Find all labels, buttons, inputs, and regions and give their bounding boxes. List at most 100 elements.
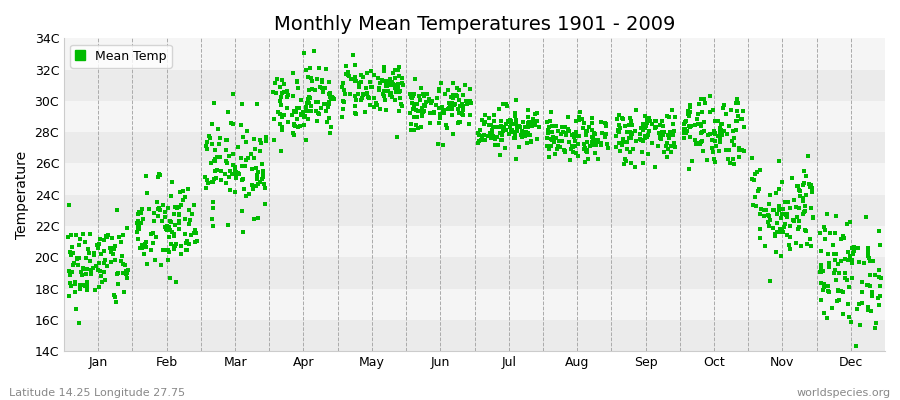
Point	[279, 88, 293, 94]
Point	[589, 139, 603, 146]
Point	[499, 121, 513, 128]
Point	[620, 146, 634, 152]
Point	[477, 119, 491, 126]
Point	[624, 135, 638, 141]
Point	[569, 150, 583, 156]
Point	[403, 91, 418, 98]
Point	[827, 250, 842, 257]
Point	[776, 229, 790, 235]
Point	[679, 130, 693, 136]
Point	[771, 185, 786, 192]
Point	[625, 130, 639, 136]
Point	[648, 124, 662, 130]
Point	[158, 214, 172, 220]
Point	[163, 218, 177, 224]
Point	[163, 275, 177, 281]
Point	[796, 182, 810, 188]
Point	[273, 84, 287, 90]
Point	[791, 183, 806, 190]
Point	[612, 127, 626, 133]
Point	[293, 123, 308, 129]
Point	[443, 100, 457, 106]
Point	[698, 100, 713, 106]
Point	[540, 126, 554, 133]
Point	[392, 64, 406, 70]
Point	[864, 308, 878, 314]
Point	[713, 134, 727, 140]
Point	[360, 90, 374, 97]
Point	[67, 260, 81, 266]
Point	[231, 144, 246, 150]
Point	[210, 167, 224, 174]
Point	[298, 137, 312, 143]
Point	[339, 70, 354, 77]
Point	[524, 138, 538, 144]
Point	[66, 250, 80, 256]
Point	[798, 202, 813, 209]
Point	[629, 138, 643, 144]
Point	[219, 158, 233, 164]
Point	[436, 142, 450, 148]
Point	[662, 145, 676, 152]
Point	[409, 106, 423, 113]
Point	[199, 143, 213, 150]
Point	[299, 108, 313, 114]
Point	[258, 184, 273, 191]
Point	[342, 90, 356, 97]
Point	[482, 115, 496, 122]
Text: Latitude 14.25 Longitude 27.75: Latitude 14.25 Longitude 27.75	[9, 388, 185, 398]
Point	[79, 278, 94, 285]
Point	[860, 253, 875, 259]
Point	[116, 232, 130, 238]
Point	[626, 146, 641, 152]
Point	[693, 120, 707, 127]
Point	[771, 158, 786, 164]
Point	[352, 83, 366, 90]
Point	[510, 125, 525, 131]
Point	[274, 89, 289, 96]
Point	[273, 111, 287, 118]
Point	[97, 248, 112, 254]
Point	[616, 136, 631, 142]
Point	[290, 78, 304, 84]
Point	[731, 100, 745, 106]
Point	[407, 91, 421, 97]
Point	[745, 202, 760, 208]
Point	[299, 104, 313, 110]
Point	[749, 202, 763, 209]
Point	[417, 108, 431, 114]
Point	[471, 130, 485, 136]
Point	[440, 125, 454, 132]
Point	[442, 99, 456, 106]
Point	[563, 146, 578, 152]
Point	[850, 306, 864, 312]
Point	[767, 207, 781, 213]
Point	[722, 146, 736, 153]
Point	[161, 248, 176, 255]
Point	[588, 150, 602, 156]
Point	[561, 114, 575, 121]
Point	[432, 120, 446, 126]
Point	[184, 211, 199, 217]
Point	[233, 155, 248, 162]
Point	[843, 318, 858, 325]
Point	[120, 274, 134, 281]
Point	[861, 304, 876, 310]
Point	[65, 269, 79, 276]
Point	[443, 100, 457, 107]
Point	[463, 98, 477, 104]
Point	[450, 106, 464, 112]
Point	[172, 226, 186, 232]
Point	[80, 266, 94, 272]
Point	[532, 124, 546, 130]
Point	[409, 122, 423, 128]
Point	[845, 260, 859, 266]
Point	[442, 104, 456, 111]
Point	[508, 97, 523, 104]
Point	[707, 131, 722, 137]
Point	[166, 245, 181, 252]
Point	[778, 212, 793, 218]
Point	[438, 91, 453, 97]
Point	[213, 154, 228, 160]
Point	[735, 116, 750, 123]
